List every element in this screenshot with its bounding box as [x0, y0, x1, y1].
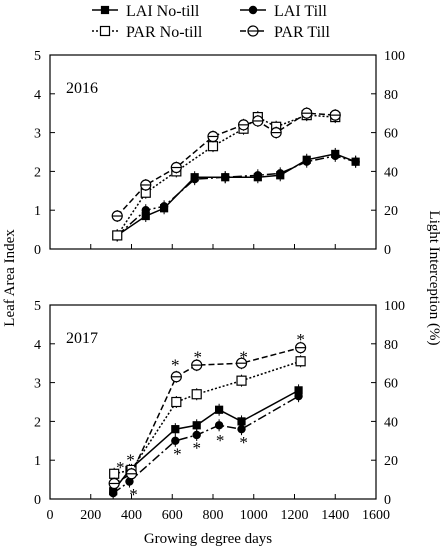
series-par-till [111, 107, 341, 223]
x-tick-label: 0 [47, 508, 54, 523]
significance-marker: * [239, 433, 248, 452]
y-axis-right-label: Light Interception (%) [426, 211, 440, 346]
series-line [116, 155, 356, 236]
data-point [331, 151, 340, 161]
legend: LAI No-till LAI Till PAR No-till PAR Till [92, 3, 330, 41]
data-point [214, 421, 224, 430]
data-point [112, 230, 123, 241]
data-point [190, 174, 199, 184]
x-tick-label: 1000 [240, 508, 268, 523]
legend-label: LAI Till [274, 3, 327, 20]
panel-2016: 0 1 2 3 4 5 0 20 40 60 80 100 2016 [34, 49, 405, 258]
significance-marker: * [239, 348, 248, 367]
significance-marker: * [126, 450, 135, 469]
y-right-tick-label: 40 [384, 165, 398, 180]
significance-marker: * [116, 458, 125, 477]
panel-label: 2017 [66, 330, 98, 347]
data-point [141, 205, 150, 215]
legend-marker [248, 5, 258, 15]
x-tick-label: 1400 [321, 508, 349, 523]
legend-label: LAI No-till [126, 3, 200, 20]
data-point [221, 173, 230, 182]
y-tick-label: 0 [34, 243, 41, 258]
data-point [295, 356, 306, 367]
y-tick-label: 5 [34, 299, 41, 314]
y-right-tick-label: 60 [384, 127, 398, 142]
x-tick-label: 1200 [281, 508, 309, 523]
y-right-tick-label: 100 [384, 299, 405, 314]
series-line [116, 153, 356, 237]
y-tick-label: 4 [34, 338, 41, 353]
x-tick-label: 800 [203, 508, 224, 523]
series-line [112, 389, 299, 492]
data-point [215, 405, 224, 414]
data-point [108, 488, 118, 498]
y-right-tick-label: 80 [384, 338, 398, 353]
series-line [112, 395, 299, 494]
series-line [116, 112, 336, 217]
series-par-till [108, 341, 307, 490]
y-tick-label: 5 [34, 49, 41, 64]
y-tick-label: 4 [34, 88, 41, 103]
y-right-tick-label: 0 [384, 493, 391, 508]
significance-marker: * [192, 439, 201, 458]
significance-marker: * [193, 348, 202, 367]
data-point [171, 396, 182, 408]
data-point [302, 157, 311, 166]
y-axis-label: Leaf Area Index [2, 229, 18, 327]
y-right-tick-label: 80 [384, 88, 398, 103]
data-point [253, 171, 263, 180]
data-point [207, 141, 219, 152]
data-point [236, 375, 247, 386]
y-tick-label: 1 [34, 454, 41, 469]
y-tick-label: 3 [34, 127, 41, 142]
significance-marker: * [216, 431, 225, 450]
series-lai-no-till [109, 384, 303, 498]
x-tick-label: 200 [80, 508, 101, 523]
data-point [351, 157, 360, 166]
y-tick-label: 1 [34, 204, 41, 219]
data-point [191, 389, 202, 400]
y-right-tick-label: 60 [384, 377, 398, 392]
legend-marker [100, 5, 110, 15]
legend-label: PAR No-till [126, 24, 203, 41]
data-point [171, 436, 180, 445]
y-tick-label: 0 [34, 493, 41, 508]
data-point [159, 202, 169, 211]
y-right-tick-label: 20 [384, 454, 398, 469]
y-right-tick-label: 0 [384, 243, 391, 258]
y-right-tick-label: 100 [384, 49, 405, 64]
series-lai-till [108, 390, 303, 500]
x-axis-label: Growing degree days [144, 531, 272, 547]
y-right-tick-label: 20 [384, 204, 398, 219]
x-tick-label: 1600 [362, 508, 390, 523]
x-tick-label: 600 [162, 508, 183, 523]
data-point [237, 424, 246, 434]
x-tick-label: 400 [121, 508, 142, 523]
data-point [276, 169, 285, 178]
y-tick-label: 2 [34, 165, 41, 180]
y-tick-label: 3 [34, 377, 41, 392]
significance-marker: * [173, 445, 182, 464]
y-tick-label: 2 [34, 415, 41, 430]
panel-label: 2016 [66, 80, 98, 97]
significance-marker: * [129, 485, 138, 504]
significance-marker: * [171, 355, 180, 374]
data-point [294, 391, 303, 401]
legend-label: PAR Till [274, 24, 330, 41]
legend-marker [99, 25, 111, 37]
data-point [192, 421, 201, 430]
data-point [171, 425, 180, 434]
plot-frame [49, 304, 377, 500]
data-point [192, 430, 201, 440]
series-line [113, 346, 301, 485]
y-right-tick-label: 40 [384, 415, 398, 430]
significance-marker: * [296, 330, 305, 349]
